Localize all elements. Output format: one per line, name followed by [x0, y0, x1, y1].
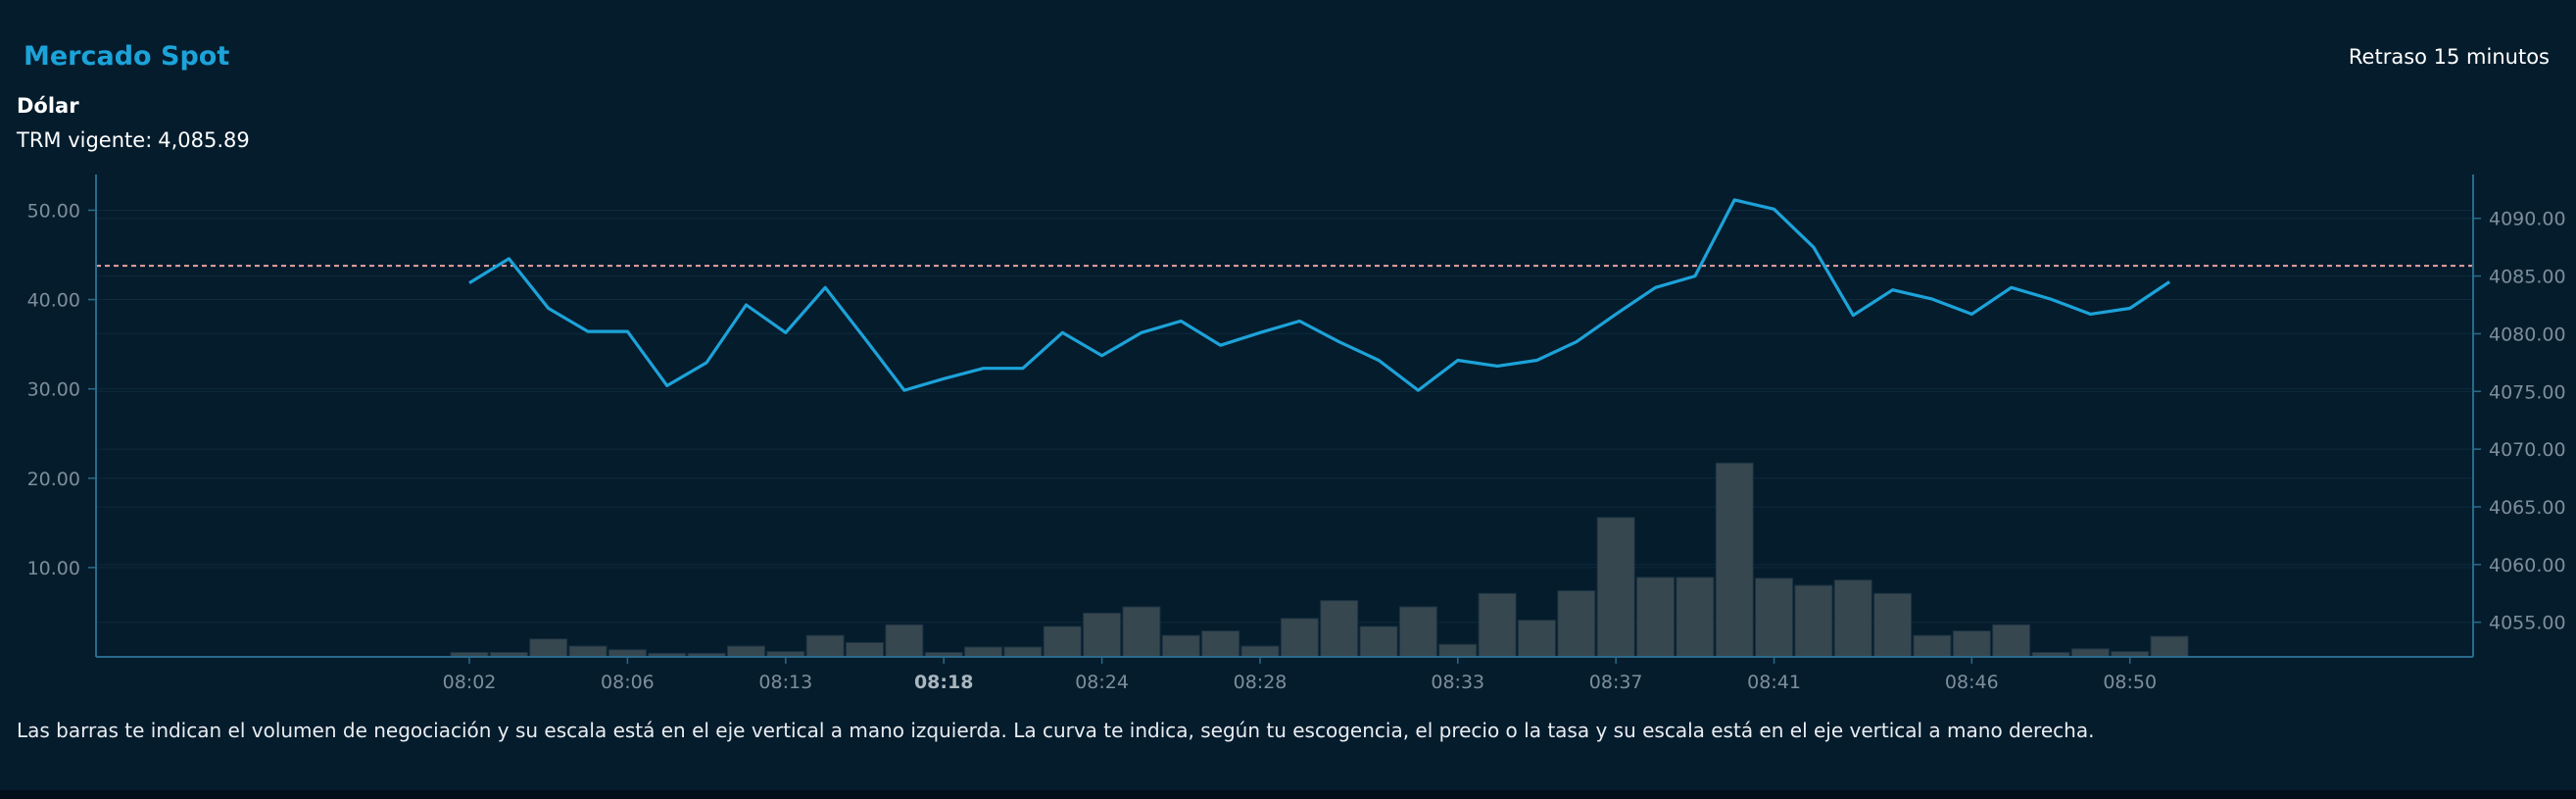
- x-tick-label: 08:18: [914, 672, 973, 693]
- left-tick-label: 30.00: [27, 379, 80, 401]
- volume-bar: [1952, 630, 1991, 658]
- volume-bar: [1320, 600, 1359, 658]
- volume-bar: [1992, 624, 2031, 658]
- volume-bar: [1161, 634, 1200, 658]
- x-tick-label: 08:28: [1234, 672, 1288, 693]
- right-tick-label: 4070.00: [2489, 439, 2566, 461]
- right-tick-label: 4055.00: [2489, 613, 2566, 634]
- left-tick-label: 10.00: [27, 558, 80, 579]
- volume-bar: [2150, 635, 2189, 658]
- page-title: Mercado Spot: [24, 41, 230, 72]
- x-tick-label: 08:06: [601, 672, 655, 693]
- right-tick-label: 4065.00: [2489, 497, 2566, 519]
- volume-bar: [885, 624, 924, 658]
- chart-footnote: Las barras te indican el volumen de nego…: [17, 719, 2095, 742]
- right-tick-label: 4060.00: [2489, 555, 2566, 576]
- price-line: [468, 198, 2170, 392]
- volume-bar: [1478, 592, 1517, 658]
- volume-bar: [1676, 576, 1715, 658]
- trm-readout: TRM vigente: 4,085.89: [17, 128, 250, 152]
- volume-bar: [1636, 576, 1675, 658]
- volume-bar: [1913, 634, 1952, 658]
- volume-bar: [1359, 625, 1398, 658]
- volume-bar: [2070, 648, 2110, 658]
- volume-bar: [1398, 606, 1437, 658]
- volume-bar: [1794, 584, 1833, 658]
- volume-bars: [450, 462, 2189, 658]
- x-tick-label: 08:50: [2103, 672, 2157, 693]
- volume-bar: [1596, 517, 1635, 658]
- x-tick-label: 08:33: [1431, 672, 1484, 693]
- volume-bar: [1280, 618, 1319, 658]
- volume-bar: [846, 641, 884, 658]
- left-tick-label: 40.00: [27, 290, 80, 312]
- left-tick-label: 50.00: [27, 200, 80, 222]
- grid-lines: [96, 209, 2473, 624]
- right-tick-label: 4085.00: [2489, 267, 2566, 288]
- volume-bar: [529, 638, 568, 658]
- volume-bar: [1438, 643, 1478, 658]
- volume-bar: [1833, 579, 1872, 658]
- asset-name: Dólar: [17, 94, 79, 118]
- right-tick-label: 4075.00: [2489, 381, 2566, 403]
- volume-bar: [1201, 630, 1240, 658]
- volume-bar: [1873, 592, 1913, 658]
- right-tick-label: 4090.00: [2489, 209, 2566, 230]
- delay-notice: Retraso 15 minutos: [2348, 45, 2550, 69]
- volume-bar: [805, 634, 845, 658]
- volume-bar: [964, 646, 1003, 658]
- trm-value: 4,085.89: [158, 128, 250, 152]
- x-tick-label: 08:46: [1945, 672, 1999, 693]
- right-tick-label: 4080.00: [2489, 324, 2566, 345]
- price-series-line: [468, 198, 2170, 392]
- volume-bar: [1122, 606, 1161, 658]
- volume-bar: [1240, 645, 1280, 658]
- volume-bar: [1043, 625, 1082, 658]
- volume-bar: [1083, 612, 1122, 658]
- volume-bar: [1517, 620, 1556, 658]
- x-tick-label: 08:02: [443, 672, 497, 693]
- x-tick-label: 08:37: [1589, 672, 1643, 693]
- volume-bar: [1003, 646, 1043, 658]
- x-tick-label: 08:24: [1075, 672, 1129, 693]
- bottom-divider: [0, 790, 2576, 799]
- volume-bar: [1715, 462, 1754, 658]
- trm-label: TRM vigente:: [17, 128, 153, 152]
- left-tick-label: 20.00: [27, 469, 80, 490]
- axes: [88, 175, 2481, 664]
- volume-bar: [1557, 590, 1596, 658]
- volume-bar: [608, 649, 647, 658]
- volume-bar: [726, 645, 765, 658]
- x-tick-label: 08:13: [758, 672, 812, 693]
- x-tick-label: 08:41: [1747, 672, 1801, 693]
- tick-labels: 10.00 20.00 30.00 40.00 50.00 4055.00 4060.00 4…: [27, 200, 2566, 693]
- volume-bar: [568, 645, 608, 658]
- volume-bar: [1755, 577, 1794, 658]
